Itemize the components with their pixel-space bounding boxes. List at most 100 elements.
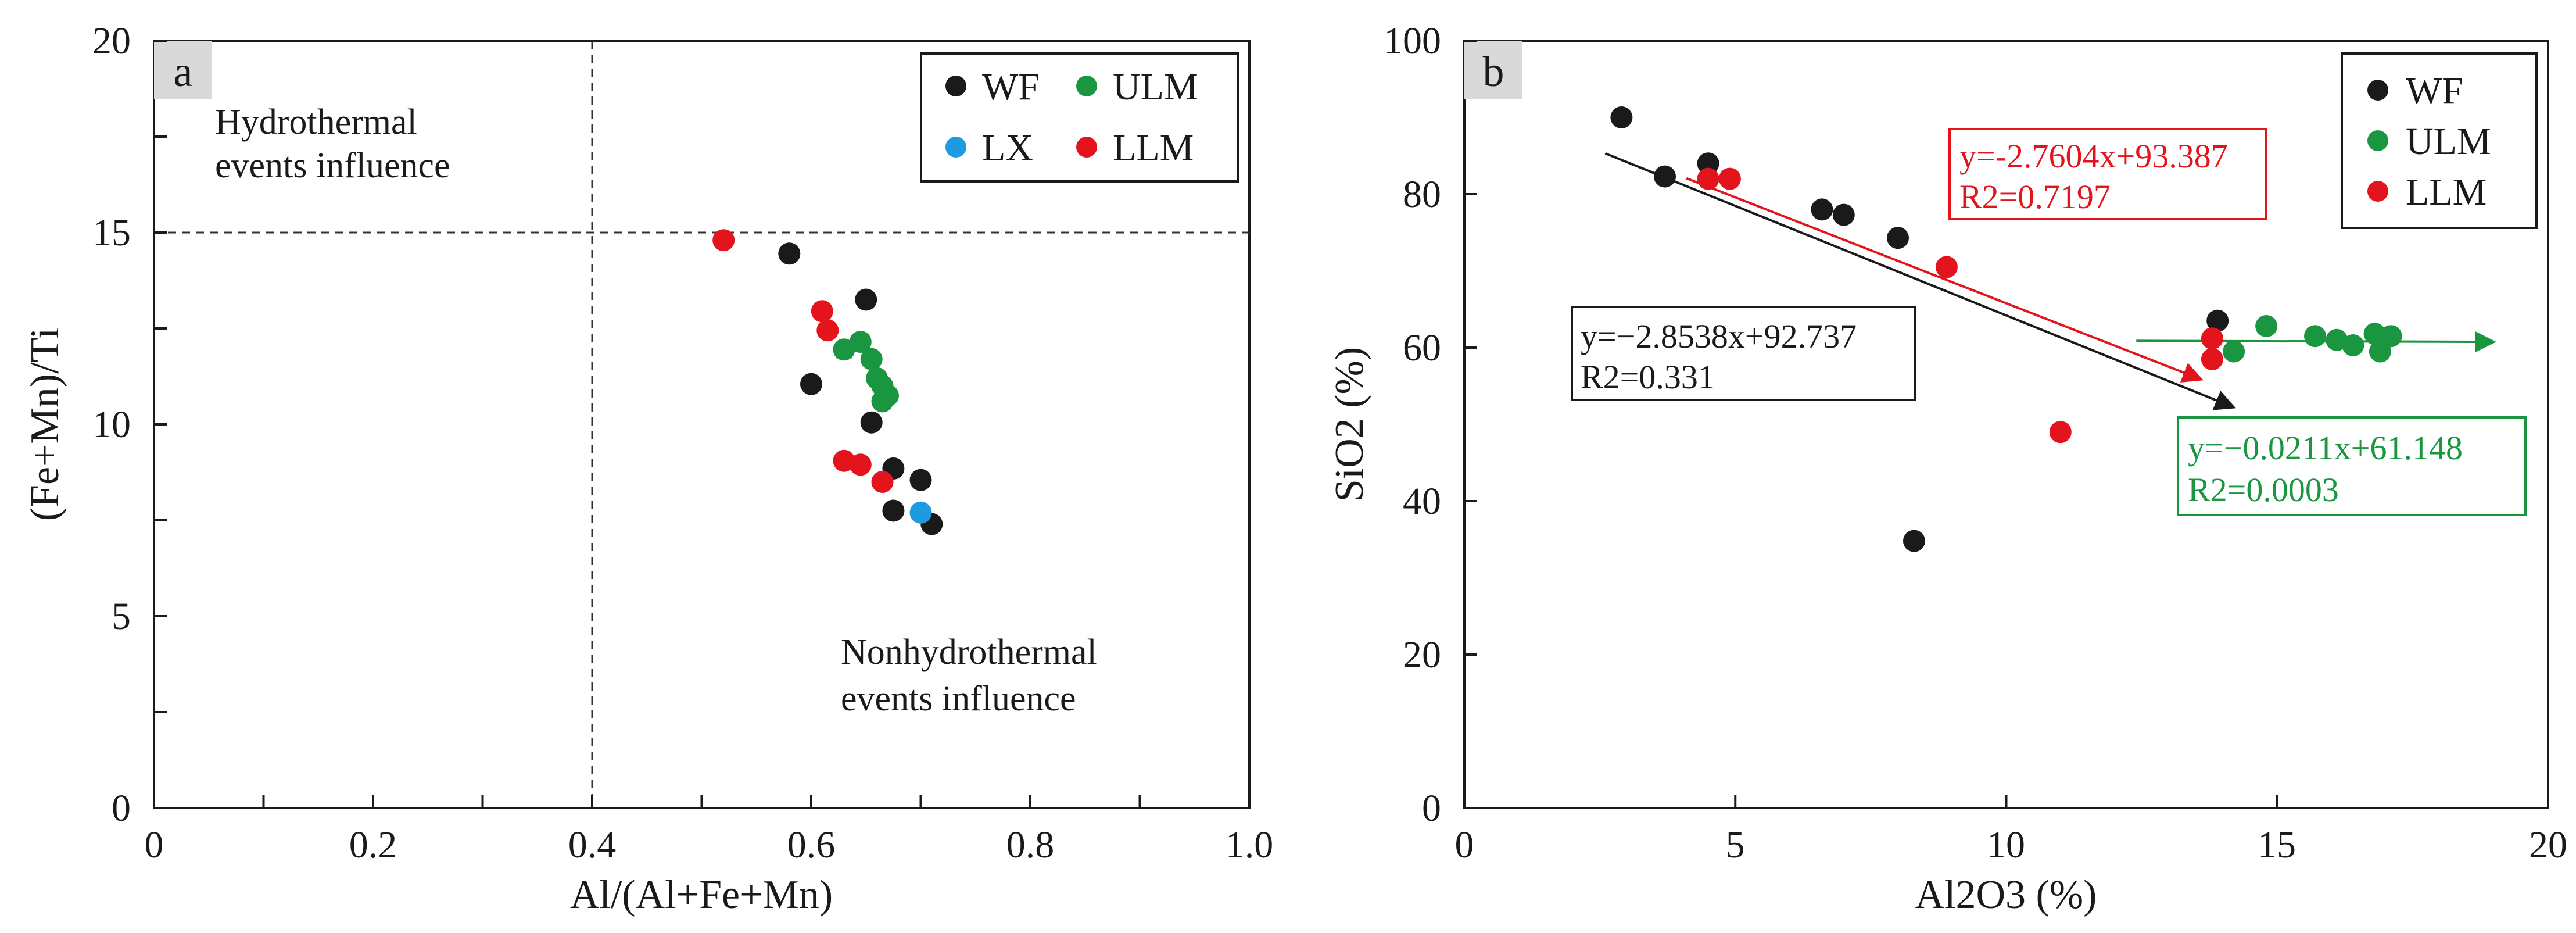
data-point-wf bbox=[1654, 165, 1676, 188]
data-point-wf bbox=[778, 242, 801, 265]
data-point-llm bbox=[1935, 256, 1958, 278]
legend-label-llm: LLM bbox=[1113, 127, 1194, 169]
data-point-wf bbox=[909, 469, 932, 491]
y-tick-label: 60 bbox=[1403, 327, 1441, 369]
legend-label-wf: WF bbox=[982, 66, 1040, 108]
data-point-llm bbox=[712, 229, 735, 252]
panel-b-x-axis: 0 5 10 15 20 Al2O3 (%) bbox=[1455, 795, 2567, 917]
panel-b-label: b bbox=[1483, 48, 1504, 96]
y-tick-label: 100 bbox=[1384, 20, 1441, 62]
equation-box-ulm-frame bbox=[2177, 416, 2527, 516]
data-point-wf bbox=[1811, 198, 1833, 221]
data-point-llm bbox=[1697, 167, 1719, 190]
y-tick-label: 5 bbox=[112, 595, 131, 638]
x-tick-label: 0.6 bbox=[787, 824, 836, 866]
region-label-hydrothermal-1: Hydrothermal bbox=[215, 102, 417, 142]
data-point-ulm bbox=[2363, 323, 2386, 345]
panel-a-x-axis: 0 0.2 0.4 0.6 0.8 1.0 Al/(Al+Fe+Mn) bbox=[145, 795, 1274, 917]
panel-a: a 0 0.2 0.4 0.6 0.8 1.0 Al/(Al+Fe+Mn) bbox=[23, 20, 1273, 917]
equation-box-ulm: y=−0.0211x+61.148 R2=0.0003 bbox=[2177, 416, 2527, 516]
data-point-llm bbox=[1718, 167, 1741, 190]
legend-label-ulm: ULM bbox=[2406, 120, 2491, 163]
panel-a-label: a bbox=[174, 48, 193, 96]
y-axis-label: (Fe+Mn)/Ti bbox=[23, 328, 67, 521]
y-tick-label: 0 bbox=[112, 787, 131, 830]
data-point-wf bbox=[1903, 530, 1925, 552]
data-point-lx bbox=[909, 501, 932, 524]
legend-label-ulm: ULM bbox=[1113, 66, 1198, 108]
fit-line-wf bbox=[1604, 152, 2236, 410]
data-point-ulm bbox=[860, 348, 883, 370]
data-point-ulm bbox=[2255, 315, 2278, 337]
x-tick-label: 15 bbox=[2258, 824, 2296, 866]
data-point-llm bbox=[871, 471, 894, 493]
y-tick-label: 20 bbox=[1403, 634, 1441, 676]
equation-wf: y=−2.8538x+92.737 bbox=[1581, 317, 1857, 355]
equation-box-wf: y=−2.8538x+92.737 R2=0.331 bbox=[1571, 306, 1916, 401]
data-point-ulm bbox=[833, 338, 855, 361]
panel-b-legend: WF ULM LLM bbox=[2341, 52, 2538, 229]
data-point-ulm bbox=[2380, 325, 2402, 348]
x-tick-label: 1.0 bbox=[1226, 824, 1274, 866]
x-axis-label: Al2O3 (%) bbox=[1915, 873, 2097, 917]
data-point-llm bbox=[816, 319, 839, 342]
panel-a-label-box bbox=[154, 41, 212, 99]
data-point-llm bbox=[2049, 421, 2072, 444]
y-tick-label: 10 bbox=[92, 403, 131, 446]
x-axis-label: Al/(Al+Fe+Mn) bbox=[570, 873, 833, 917]
x-tick-label: 5 bbox=[1726, 824, 1745, 866]
legend-label-lx: LX bbox=[982, 127, 1033, 169]
region-label-nonhydrothermal-2: events influence bbox=[841, 679, 1076, 718]
y-tick-label: 80 bbox=[1403, 173, 1441, 216]
x-tick-label: 0 bbox=[145, 824, 164, 866]
data-point-ulm bbox=[2369, 340, 2391, 363]
x-tick-label: 0.8 bbox=[1006, 824, 1055, 866]
data-point-ulm bbox=[2342, 334, 2364, 356]
equation-ulm: y=−0.0211x+61.148 bbox=[2188, 429, 2463, 467]
x-tick-label: 0 bbox=[1455, 824, 1474, 866]
equation-box-llm: y=-2.7604x+93.387 R2=0.7197 bbox=[1948, 128, 2267, 220]
equation-llm: y=-2.7604x+93.387 bbox=[1959, 137, 2228, 175]
panel-a-y-axis: 0 5 10 15 20 (Fe+Mn)/Ti bbox=[23, 20, 167, 830]
data-point-llm bbox=[2201, 327, 2223, 350]
data-point-llm bbox=[833, 449, 855, 472]
y-tick-label: 0 bbox=[1422, 787, 1441, 830]
legend-marker-ulm bbox=[1076, 76, 1097, 96]
data-point-ulm bbox=[2223, 340, 2245, 363]
legend-marker-ulm bbox=[2367, 130, 2388, 151]
x-tick-label: 0.4 bbox=[568, 824, 617, 866]
data-point-wf bbox=[882, 499, 905, 522]
data-point-wf bbox=[855, 288, 877, 311]
y-tick-label: 20 bbox=[92, 20, 131, 62]
panel-a-ref-lines bbox=[154, 41, 1249, 808]
data-point-llm bbox=[849, 453, 872, 476]
y-tick-label: 40 bbox=[1403, 480, 1441, 523]
legend-marker-lx bbox=[945, 137, 966, 158]
panel-b-label-box bbox=[1464, 41, 1522, 99]
legend-marker-llm bbox=[1076, 137, 1097, 158]
data-point-wf bbox=[2206, 309, 2229, 332]
r2-ulm: R2=0.0003 bbox=[2188, 471, 2339, 509]
data-point-ulm bbox=[849, 331, 872, 353]
legend-marker-wf bbox=[2367, 80, 2388, 101]
y-tick-label: 15 bbox=[92, 212, 131, 254]
region-label-hydrothermal-2: events influence bbox=[215, 146, 450, 185]
legend-marker-wf bbox=[945, 76, 966, 96]
data-point-ulm bbox=[2304, 325, 2326, 348]
r2-llm: R2=0.7197 bbox=[1959, 178, 2111, 216]
equation-box-wf-frame bbox=[1571, 306, 1916, 401]
data-point-wf bbox=[1610, 106, 1633, 128]
data-point-wf bbox=[1832, 203, 1855, 226]
legend-label-wf: WF bbox=[2406, 70, 2463, 112]
panel-b: b 0 5 10 15 20 Al2O3 (%) 0 20 40 60 bbox=[1327, 20, 2567, 917]
panel-a-points bbox=[712, 229, 943, 535]
legend-box bbox=[920, 52, 1239, 183]
data-point-wf bbox=[1887, 227, 1909, 249]
x-tick-label: 10 bbox=[1987, 824, 2025, 866]
r2-wf: R2=0.331 bbox=[1581, 358, 1715, 396]
panel-b-y-axis: 0 20 40 60 80 100 SiO2 (%) bbox=[1327, 20, 1477, 830]
x-tick-label: 20 bbox=[2529, 824, 2567, 866]
panel-b-points bbox=[1610, 106, 2402, 552]
fit-line-llm bbox=[1686, 177, 2204, 383]
